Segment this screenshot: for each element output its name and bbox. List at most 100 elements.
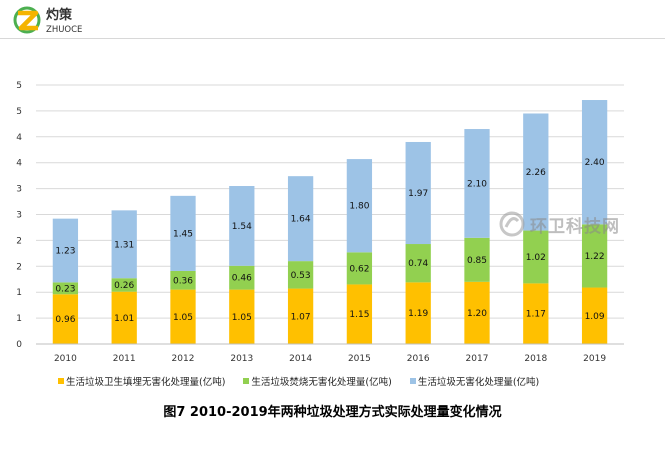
bar-incineration [111,278,137,292]
data-label: 1.15 [349,310,369,320]
bar-landfill [52,294,79,344]
legend-label-incineration: 生活垃圾焚烧无害化处理量(亿吨) [251,377,392,388]
bar-incineration [464,237,490,282]
bar-incineration [52,282,79,295]
x-tick-label: 2012 [172,354,195,364]
legend-swatch-landfill [58,378,64,384]
bar-total [405,141,431,245]
data-label: 0.85 [467,256,487,266]
bar-total [523,113,549,231]
bar-incineration [229,265,255,290]
bar-total [170,195,196,271]
bar-incineration [523,230,549,284]
data-label: 1.31 [114,240,134,250]
bar-total [346,159,373,253]
x-tick-label: 2016 [407,354,430,364]
data-labels: 0.96 0.23 1.23 1.01 0.26 1.31 1.05 0.36 1.45 1.05… [55,158,605,325]
logo-subtext: ZHUOCE [46,25,82,35]
data-label: 1.23 [55,247,75,257]
bars [52,100,608,344]
logo-text: 灼策 [46,7,73,23]
data-label: 0.96 [55,315,75,325]
data-label: 1.20 [467,309,487,319]
y-tick-label: 4 [16,159,22,169]
y-tick-label: 3 [16,211,22,221]
data-label: 0.53 [291,271,311,281]
x-tick-label: 2015 [348,354,371,364]
figure-caption: 图7 2010-2019年两种垃圾处理方式实际处理量变化情况 [163,405,502,420]
watermark-text: 环卫科技网 [530,216,620,237]
data-label: 1.17 [526,310,546,320]
bar-incineration [170,270,196,290]
data-label: 1.05 [232,313,252,323]
watermark: 环卫科技网 [498,208,648,240]
logo-mark-icon [13,6,41,34]
bar-landfill [405,282,431,344]
legend-item-landfill: 生活垃圾卫生填埋无害化处理量(亿吨) [58,374,225,388]
legend-swatch-total [409,378,416,384]
bar-total [464,129,490,238]
data-label: 0.26 [114,281,134,291]
y-tick-label: 1 [16,288,22,298]
x-tick-label: 2011 [113,354,136,364]
x-axis-tick-labels: 2010 2011 2012 2013 2014 2015 2016 2017 2018 2019 [54,354,606,364]
bar-landfill [581,287,608,344]
data-label: 2.40 [585,158,605,168]
data-label: 1.01 [114,314,134,324]
data-label: 0.62 [349,264,369,274]
x-tick-label: 2014 [289,354,312,364]
legend-item-total: 生活垃圾无害化处理量(亿吨) [409,374,540,388]
x-tick-label: 2017 [466,354,489,364]
data-label: 1.80 [349,202,369,212]
data-label: 1.97 [408,189,428,199]
y-tick-label: 3 [16,185,22,195]
y-tick-label: 0 [16,340,22,350]
y-tick-label: 1 [16,314,22,324]
bar-landfill [287,288,314,344]
watermark-logo-icon [499,211,525,237]
zhuoce-logo: 灼策 ZHUOCE [13,6,82,35]
x-tick-label: 2018 [524,354,547,364]
x-tick-label: 2019 [583,354,606,364]
bar-landfill [170,289,196,344]
data-label: 0.74 [408,259,428,269]
data-label: 1.45 [173,229,193,239]
y-tick-label: 4 [16,133,22,143]
bar-landfill [111,291,137,344]
bar-landfill [229,289,255,344]
bar-total [229,186,255,266]
header-divider [0,38,665,39]
data-label: 0.36 [173,276,193,286]
data-label: 1.07 [291,312,311,322]
data-label: 1.19 [408,309,428,319]
y-tick-label: 2 [16,262,22,272]
bar-landfill [464,281,490,344]
data-label: 0.23 [55,284,75,294]
data-label: 1.64 [291,215,311,225]
bar-incineration [405,244,431,283]
x-tick-label: 2010 [54,354,77,364]
legend: 生活垃圾卫生填埋无害化处理量(亿吨) 生活垃圾焚烧无害化处理量(亿吨) 生活垃圾… [58,374,658,388]
legend-label-landfill: 生活垃圾卫生填埋无害化处理量(亿吨) [66,377,226,388]
y-tick-label: 2 [16,236,22,246]
stacked-bar-chart: 0 1 1 2 2 3 3 4 4 5 5 0.96 0.23 1.23 1.01 0.26 1.31 1.05… [16,81,624,364]
bar-landfill [523,283,549,344]
x-tick-label: 2013 [230,354,253,364]
legend-item-incineration: 生活垃圾焚烧无害化处理量(亿吨) [243,374,392,388]
bar-landfill [346,284,373,344]
data-label: 2.26 [526,168,546,178]
bar-incineration [581,224,608,288]
bar-total [581,100,608,225]
y-axis-tick-labels: 0 1 1 2 2 3 3 4 4 5 5 [16,81,22,350]
bar-incineration [287,261,314,289]
data-label: 0.46 [232,274,252,284]
legend-swatch-incineration [243,378,250,384]
bar-incineration [346,252,373,285]
legend-label-total: 生活垃圾无害化处理量(亿吨) [417,377,540,388]
data-label: 2.10 [467,179,487,189]
bar-total [52,218,79,283]
bar-total [111,210,137,279]
y-tick-label: 5 [16,81,22,91]
bar-total [287,176,314,262]
data-label: 1.54 [232,222,252,232]
